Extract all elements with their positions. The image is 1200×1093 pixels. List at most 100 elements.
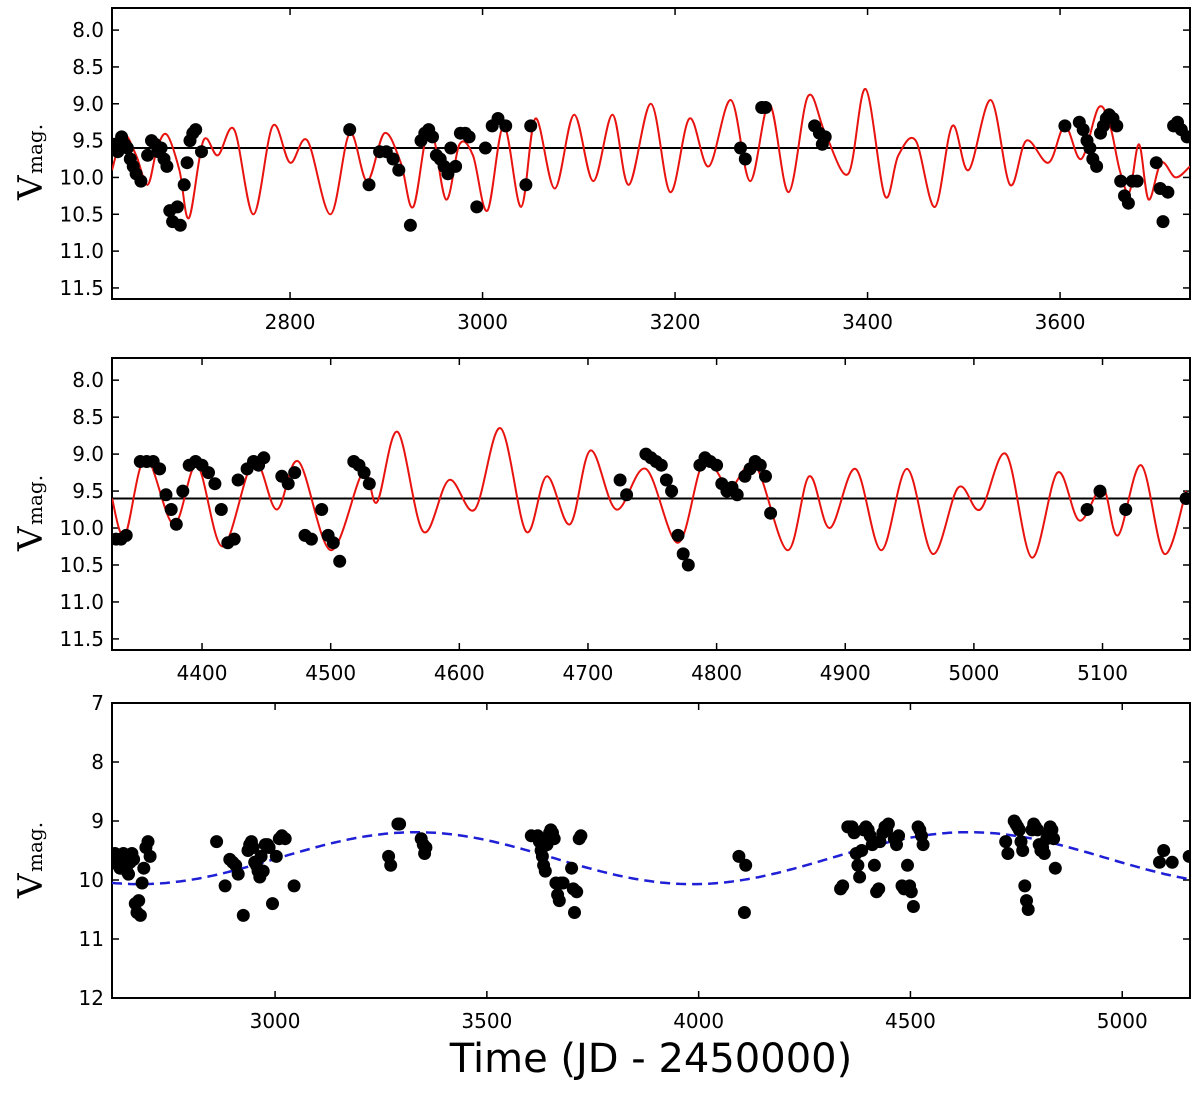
panel-3-data-point	[867, 858, 881, 872]
panel-1-data-point	[154, 141, 168, 155]
panel-3-data-point	[737, 906, 751, 919]
panel-2-data-point	[676, 547, 690, 561]
panel-1-data-point	[1110, 119, 1124, 133]
panel-3-data-point	[1031, 823, 1044, 837]
panel-2-xtick-label: 5100	[1077, 661, 1128, 685]
panel-1-data-point	[734, 141, 747, 155]
panel-1-data-point	[1156, 215, 1170, 229]
panel-2-data-point	[1080, 503, 1094, 516]
panel-1-data-point	[195, 145, 208, 159]
panel-3-data-point	[872, 882, 886, 896]
panel-1-data-point	[403, 218, 417, 232]
panel-3-data-point	[1048, 861, 1062, 875]
panel-3-ytick-label: 10	[79, 868, 104, 892]
panel-3-data-point	[127, 852, 141, 866]
panel-3-data-point	[892, 829, 906, 843]
panel-3-data-point	[1037, 847, 1051, 860]
panel-3-data-point	[133, 908, 147, 922]
panel-1-data-point	[519, 178, 533, 192]
panel-3-data-point	[901, 858, 914, 872]
panel-2-data-point	[671, 528, 685, 542]
panel-1-ytick-label: 8.5	[72, 55, 104, 79]
panel-3-data-point	[236, 908, 250, 922]
panel-3-data-point	[246, 841, 260, 854]
panel-2-data-point	[164, 503, 178, 516]
panel-2-ytick-label: 11.5	[59, 627, 104, 651]
panel-1-data-point	[478, 141, 492, 155]
panel-1-data-point	[470, 200, 484, 214]
panel-3-data-point	[881, 817, 895, 831]
panel-1-data-point	[426, 130, 439, 144]
panel-1-data-point	[180, 156, 194, 170]
panel-2-ytick-label: 11.0	[59, 590, 104, 614]
panel-3-ylabel-main: V	[11, 872, 51, 899]
panel-2-data-point	[730, 488, 744, 502]
panel-3-data-point	[851, 858, 865, 872]
panel-3-data-point	[278, 832, 292, 846]
panel-2-data-point	[257, 451, 271, 465]
panel-3-data-point	[141, 835, 155, 849]
panel-2-data-point	[153, 462, 167, 476]
panel-2-data-point	[281, 477, 295, 491]
panel-1-data-point	[1121, 196, 1135, 210]
panel-2-data-point	[169, 517, 183, 531]
panel-3-data-point	[393, 817, 407, 831]
panel-1-data-point	[449, 159, 463, 173]
panel-1-data-point	[1149, 156, 1163, 170]
panel-1-data-point	[160, 159, 174, 173]
panel-3-data-point	[855, 844, 869, 857]
panel-1-data-point	[343, 123, 357, 137]
panel-1-data-point	[141, 148, 155, 162]
panel-3-data-point	[122, 867, 135, 881]
panel-2-data-point	[326, 536, 340, 550]
panel-2-xtick-label: 4800	[691, 661, 742, 685]
panel-1-data-point	[173, 218, 187, 232]
panel-3-data-point	[853, 870, 867, 884]
panel-2-data-point	[362, 477, 376, 491]
panel-1-ytick-label: 8.0	[72, 18, 104, 42]
panel-2-data-point	[214, 503, 228, 516]
panel-3-data-point	[916, 838, 930, 852]
panel-3-data-point	[565, 861, 579, 875]
panel-1-data-point	[1058, 119, 1072, 133]
panel-2-data-point	[759, 469, 772, 483]
panel-3-data-point	[556, 876, 570, 890]
panel-2-xtick-label: 4900	[820, 661, 871, 685]
panel-2-model-curve	[112, 427, 1188, 559]
panel-3-data	[112, 814, 1190, 922]
panel-2-data-point	[202, 466, 215, 480]
panel-1-data-point	[386, 152, 400, 166]
panel-3-data-point	[1016, 844, 1030, 857]
panel-1-ytick-label: 11.0	[59, 239, 104, 263]
panel-1-ytick-label: 10.0	[59, 165, 104, 189]
panel-1-data-point	[462, 130, 476, 144]
panel-2-data-point	[231, 473, 245, 487]
panel-2-data-point	[1119, 503, 1133, 516]
panel-2-xtick-label: 4400	[177, 661, 228, 685]
panel-1-ytick-label: 9.0	[72, 92, 104, 116]
panel-1-data-point	[177, 178, 191, 192]
panel-3-ytick-label: 12	[79, 986, 104, 1010]
panel-1-frame	[111, 7, 1191, 300]
panel-1-model-curve	[112, 87, 1190, 220]
panel-3-ylabel-sub: mag.	[23, 822, 47, 872]
panel-2-data-point	[620, 488, 634, 502]
panel-2-ytick-label: 10.5	[59, 553, 104, 577]
panel-3-data-point	[999, 835, 1013, 849]
panel-1-plot: 8.0 8.5 9.0 9.5 10.0 10.5 11.0 11.5 2800 3000 3200…	[59, 8, 1190, 334]
panel-2-data-point	[315, 503, 329, 516]
panel-1: 8.0 8.5 9.0 9.5 10.0 10.5 11.0 11.5 2800 3000 3200…	[11, 7, 1191, 334]
panel-3-data-point	[1018, 879, 1032, 893]
panel-1-data-point	[189, 123, 203, 137]
figure-xlabel: Time (JD - 2450000)	[449, 1036, 852, 1082]
panel-3-data-point	[218, 879, 232, 893]
panel-2-data-point	[227, 532, 241, 546]
panel-3-xtick-label: 5000	[1097, 1009, 1148, 1033]
panel-3-data-point	[1165, 855, 1179, 869]
panel-2-data-point	[1179, 492, 1190, 505]
panel-1-data-point	[759, 101, 772, 114]
panel-3-data-point	[269, 849, 283, 863]
panel-1-data-point	[392, 163, 406, 177]
panel-1-ytick-label: 10.5	[59, 202, 104, 226]
panel-3-ytick-label: 7	[91, 691, 104, 715]
